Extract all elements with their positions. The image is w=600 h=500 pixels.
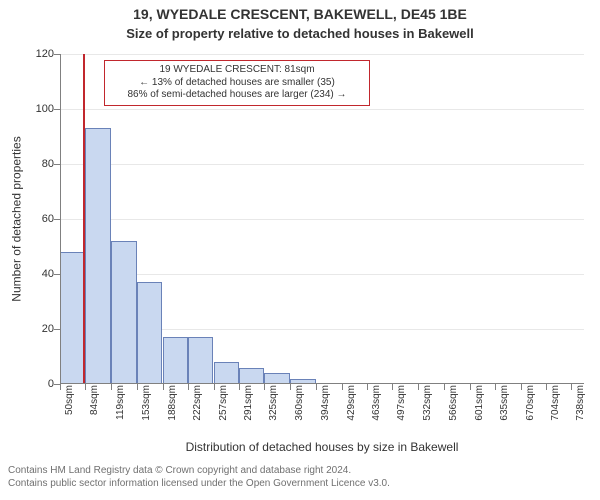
- reference-line: [83, 54, 85, 384]
- x-axis-line: [60, 383, 584, 384]
- x-tick-label: 291sqm: [243, 385, 254, 421]
- x-tick: [163, 384, 164, 390]
- x-tick: [290, 384, 291, 390]
- footer-line2: Contains public sector information licen…: [8, 477, 592, 490]
- x-tick-label: 429sqm: [346, 385, 357, 421]
- annotation-line2: ← 13% of detached houses are smaller (35…: [111, 77, 363, 90]
- gridline: [60, 164, 584, 165]
- annotation-line3: 86% of semi-detached houses are larger (…: [111, 89, 363, 102]
- footer-line1: Contains HM Land Registry data © Crown c…: [8, 464, 592, 477]
- x-tick-label: 738sqm: [575, 385, 586, 421]
- x-tick-label: 153sqm: [141, 385, 152, 421]
- x-tick: [188, 384, 189, 390]
- x-tick-label: 325sqm: [268, 385, 279, 421]
- histogram-bar: [111, 241, 136, 384]
- footer: Contains HM Land Registry data © Crown c…: [8, 464, 592, 490]
- annotation-line1: 19 WYEDALE CRESCENT: 81sqm: [111, 64, 363, 77]
- gridline: [60, 219, 584, 220]
- x-tick: [367, 384, 368, 390]
- gridline: [60, 109, 584, 110]
- x-tick-label: 463sqm: [371, 385, 382, 421]
- x-tick: [316, 384, 317, 390]
- x-tick-label: 670sqm: [525, 385, 536, 421]
- x-tick: [239, 384, 240, 390]
- histogram-bar: [137, 282, 162, 384]
- histogram-bar: [214, 362, 239, 384]
- x-tick: [111, 384, 112, 390]
- x-tick: [418, 384, 419, 390]
- gridline: [60, 274, 584, 275]
- page-title-line2: Size of property relative to detached ho…: [0, 24, 600, 42]
- x-tick-label: 635sqm: [499, 385, 510, 421]
- x-tick-label: 532sqm: [422, 385, 433, 421]
- x-tick: [264, 384, 265, 390]
- x-tick-label: 394sqm: [320, 385, 331, 421]
- x-tick: [214, 384, 215, 390]
- x-tick: [521, 384, 522, 390]
- y-tick-label: 40: [22, 268, 54, 280]
- x-tick-label: 257sqm: [218, 385, 229, 421]
- histogram-bar: [85, 128, 110, 384]
- histogram-bar: [188, 337, 213, 384]
- x-tick-label: 497sqm: [396, 385, 407, 421]
- x-tick: [392, 384, 393, 390]
- y-tick-label: 100: [22, 103, 54, 115]
- x-axis-title: Distribution of detached houses by size …: [60, 440, 584, 454]
- x-tick-label: 601sqm: [474, 385, 485, 421]
- y-tick-label: 0: [22, 378, 54, 390]
- y-tick-label: 20: [22, 323, 54, 335]
- x-tick: [546, 384, 547, 390]
- x-tick-label: 50sqm: [64, 385, 75, 415]
- histogram-bar: [163, 337, 188, 384]
- y-tick-label: 120: [22, 48, 54, 60]
- x-tick: [571, 384, 572, 390]
- x-tick-label: 360sqm: [294, 385, 305, 421]
- y-tick-label: 60: [22, 213, 54, 225]
- x-tick: [60, 384, 61, 390]
- gridline: [60, 54, 584, 55]
- histogram-bar: [60, 252, 85, 384]
- x-tick: [444, 384, 445, 390]
- plot-area: 02040608010012050sqm84sqm119sqm153sqm188…: [60, 54, 584, 384]
- x-tick-label: 188sqm: [167, 385, 178, 421]
- x-tick: [137, 384, 138, 390]
- x-tick-label: 222sqm: [192, 385, 203, 421]
- x-tick-label: 84sqm: [89, 385, 100, 415]
- x-tick: [342, 384, 343, 390]
- y-axis-line: [60, 54, 61, 384]
- x-tick: [85, 384, 86, 390]
- x-tick-label: 566sqm: [448, 385, 459, 421]
- histogram-bar: [239, 368, 264, 385]
- annotation-box: 19 WYEDALE CRESCENT: 81sqm← 13% of detac…: [104, 60, 370, 106]
- x-tick-label: 704sqm: [550, 385, 561, 421]
- x-tick-label: 119sqm: [115, 385, 126, 420]
- x-tick: [470, 384, 471, 390]
- x-tick: [495, 384, 496, 390]
- chart-wrap: 19, WYEDALE CRESCENT, BAKEWELL, DE45 1BE…: [0, 0, 600, 500]
- page-title-line1: 19, WYEDALE CRESCENT, BAKEWELL, DE45 1BE: [0, 0, 600, 24]
- y-tick-label: 80: [22, 158, 54, 170]
